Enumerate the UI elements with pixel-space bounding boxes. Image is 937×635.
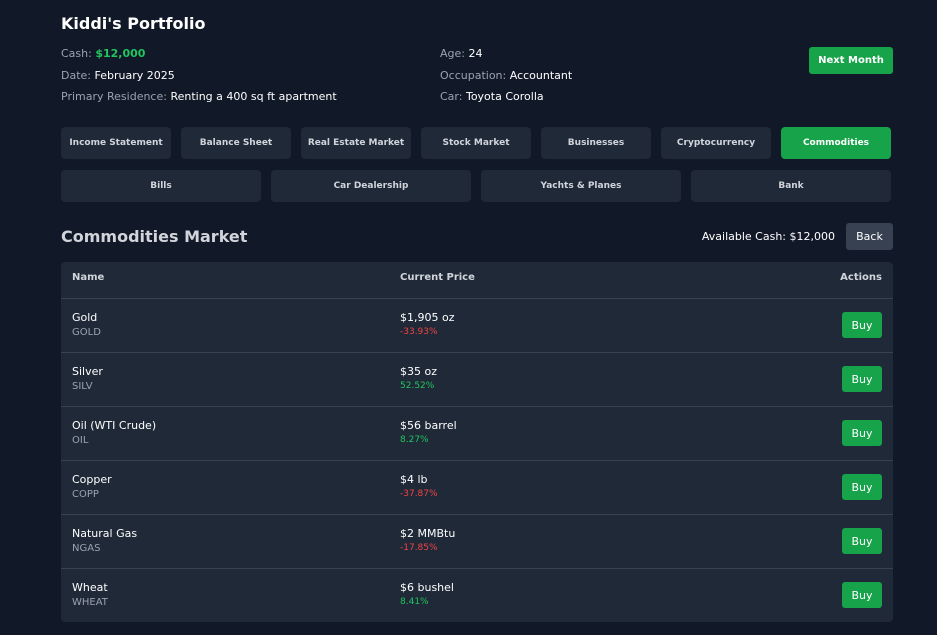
residence-value: Renting a 400 sq ft apartment [170, 90, 337, 103]
date-value: February 2025 [94, 69, 175, 82]
tab-cryptocurrency[interactable]: Cryptocurrency [661, 127, 771, 159]
occupation-label: Occupation: [440, 69, 507, 82]
commodity-change: -17.85% [400, 543, 438, 553]
buy-button[interactable]: Buy [842, 312, 882, 338]
commodity-symbol: OIL [72, 435, 89, 446]
commodity-name: Gold [72, 311, 98, 324]
car-info: Car: Toyota Corolla [440, 90, 544, 103]
back-button[interactable]: Back [846, 223, 893, 250]
section-title: Commodities Market [61, 227, 248, 246]
cash-value: $12,000 [95, 47, 146, 60]
commodity-symbol: COPP [72, 489, 99, 500]
next-month-button[interactable]: Next Month [809, 47, 893, 74]
table-header: Name Current Price Actions [61, 262, 893, 299]
tab-car-dealership[interactable]: Car Dealership [271, 170, 471, 202]
commodity-name: Wheat [72, 581, 108, 594]
commodity-symbol: NGAS [72, 543, 101, 554]
commodity-symbol: SILV [72, 381, 93, 392]
table-row: Natural Gas NGAS $2 MMBtu -17.85% Buy [61, 515, 893, 569]
commodity-symbol: WHEAT [72, 597, 108, 608]
buy-button[interactable]: Buy [842, 528, 882, 554]
available-cash: Available Cash: $12,000 [701, 230, 835, 243]
date-label: Date: [61, 69, 91, 82]
commodity-change: 52.52% [400, 381, 435, 391]
table-row: Oil (WTI Crude) OIL $56 barrel 8.27% Buy [61, 407, 893, 461]
commodity-change: 8.41% [400, 597, 429, 607]
nav-tabs-row-1: Income Statement Balance Sheet Real Esta… [61, 127, 891, 159]
commodity-name: Natural Gas [72, 527, 138, 540]
residence-info: Primary Residence: Renting a 400 sq ft a… [61, 90, 337, 103]
column-header-price: Current Price [400, 272, 475, 283]
commodity-change: -37.87% [400, 489, 438, 499]
commodity-name: Silver [72, 365, 103, 378]
commodities-table: Name Current Price Actions Gold GOLD $1,… [61, 262, 893, 622]
tab-yachts-planes[interactable]: Yachts & Planes [481, 170, 681, 202]
tab-stock-market[interactable]: Stock Market [421, 127, 531, 159]
tab-commodities[interactable]: Commodities [781, 127, 891, 159]
buy-button[interactable]: Buy [842, 582, 882, 608]
commodity-symbol: GOLD [72, 327, 101, 338]
cash-label: Cash: [61, 47, 92, 60]
tab-bank[interactable]: Bank [691, 170, 891, 202]
tab-income-statement[interactable]: Income Statement [61, 127, 171, 159]
occupation-info: Occupation: Accountant [440, 69, 572, 82]
commodity-change: 8.27% [400, 435, 429, 445]
buy-button[interactable]: Buy [842, 366, 882, 392]
cash-info: Cash: $12,000 [61, 47, 145, 60]
commodity-price: $2 MMBtu [400, 527, 456, 540]
tab-bills[interactable]: Bills [61, 170, 261, 202]
car-value: Toyota Corolla [465, 90, 544, 103]
buy-button[interactable]: Buy [842, 474, 882, 500]
commodity-name: Copper [72, 473, 112, 486]
commodity-name: Oil (WTI Crude) [72, 419, 157, 432]
page-title: Kiddi's Portfolio [61, 14, 206, 33]
tab-businesses[interactable]: Businesses [541, 127, 651, 159]
column-header-actions: Actions [840, 272, 882, 283]
commodity-price: $56 barrel [400, 419, 457, 432]
age-info: Age: 24 [440, 47, 482, 60]
commodity-price: $1,905 oz [400, 311, 455, 324]
commodity-price: $6 bushel [400, 581, 454, 594]
buy-button[interactable]: Buy [842, 420, 882, 446]
occupation-value: Accountant [509, 69, 573, 82]
residence-label: Primary Residence: [61, 90, 167, 103]
car-label: Car: [440, 90, 463, 103]
table-row: Gold GOLD $1,905 oz -33.93% Buy [61, 299, 893, 353]
commodity-change: -33.93% [400, 327, 438, 337]
age-value: 24 [468, 47, 483, 60]
age-label: Age: [440, 47, 465, 60]
commodity-price: $4 lb [400, 473, 428, 486]
nav-tabs-row-2: Bills Car Dealership Yachts & Planes Ban… [61, 170, 891, 202]
table-row: Silver SILV $35 oz 52.52% Buy [61, 353, 893, 407]
table-row: Copper COPP $4 lb -37.87% Buy [61, 461, 893, 515]
tab-balance-sheet[interactable]: Balance Sheet [181, 127, 291, 159]
table-row: Wheat WHEAT $6 bushel 8.41% Buy [61, 569, 893, 622]
tab-real-estate-market[interactable]: Real Estate Market [301, 127, 411, 159]
date-info: Date: February 2025 [61, 69, 175, 82]
column-header-name: Name [72, 272, 105, 283]
commodity-price: $35 oz [400, 365, 437, 378]
